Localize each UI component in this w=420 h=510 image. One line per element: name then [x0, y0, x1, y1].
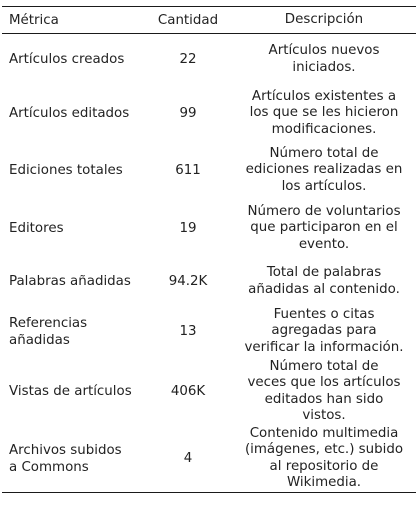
description-line: Número total de: [269, 358, 379, 374]
cell-description: Número de voluntarios que participaron en…: [232, 200, 416, 258]
cell-metric: Vistas de artículos: [2, 358, 144, 426]
metrics-table-container: Métrica Cantidad Descripción Artículos c…: [2, 6, 416, 493]
metrics-table: Métrica Cantidad Descripción Artículos c…: [2, 6, 416, 493]
header-description: Descripción: [232, 6, 416, 34]
description-line: Número de voluntarios: [247, 203, 401, 219]
metric-line: Artículos editados: [9, 106, 130, 121]
table-row: Referencias añadidas 13 Fuentes o citas agre…: [2, 306, 416, 358]
cell-metric: Artículos editados: [2, 86, 144, 142]
description-line: ediciones realizadas en: [245, 162, 403, 178]
description-line: (imágenes, etc.) subido: [244, 442, 404, 457]
cell-quantity: 94.2K: [168, 274, 208, 289]
cell-quantity: 19: [179, 221, 197, 236]
cell-description: Número total de ediciones realizadas en lo…: [232, 142, 416, 200]
table-row: Editores 19 Número de voluntarios que parti…: [2, 200, 416, 258]
description-line: iniciados.: [292, 59, 356, 75]
description-line: vistos.: [302, 408, 346, 423]
description-line: veces que los artículos: [247, 375, 401, 390]
cell-description: Total de palabras añadidas al contenido.: [232, 258, 416, 306]
header-row: Métrica Cantidad Descripción: [2, 6, 416, 34]
description-line: Total de palabras: [266, 265, 382, 280]
description-line: evento.: [298, 236, 350, 252]
description-line: Contenido multimedia: [249, 425, 399, 441]
cell-metric: Palabras añadidas: [2, 258, 144, 306]
table-body: Artículos creados 22 Artículos nuevos inici…: [2, 34, 416, 493]
metric-line: añadidas: [9, 332, 70, 348]
description-line: los artículos.: [281, 178, 367, 194]
description-line: los que se les hicieron: [249, 105, 399, 121]
cell-quantity: 611: [175, 163, 201, 178]
table-row: Archivos subidos a Commons 4 Contenido mult…: [2, 425, 416, 493]
table-header: Métrica Cantidad Descripción: [2, 6, 416, 34]
cell-metric: Ediciones totales: [2, 142, 144, 200]
table-row: Artículos creados 22 Artículos nuevos inici…: [2, 34, 416, 86]
cell-metric: Artículos creados: [2, 34, 144, 86]
cell-metric: Archivos subidos a Commons: [2, 425, 144, 493]
description-line: Número total de: [269, 145, 379, 161]
cell-quantity: 13: [179, 324, 197, 339]
metric-line: Archivos subidos: [9, 442, 122, 458]
cell-description: Artículos nuevos iniciados.: [232, 34, 416, 86]
description-line: que participaron en el: [250, 220, 398, 236]
description-line: Fuentes o citas: [273, 306, 375, 322]
table-row: Artículos editados 99 Artículos existentes…: [2, 86, 416, 142]
metric-line: Referencias: [9, 315, 88, 331]
header-quantity: Cantidad: [144, 6, 232, 34]
description-line: editados han sido: [264, 391, 384, 407]
metric-line: a Commons: [9, 459, 89, 475]
metric-line: Palabras añadidas: [9, 274, 131, 289]
metric-line: Ediciones totales: [9, 163, 123, 178]
cell-metric: Editores: [2, 200, 144, 258]
cell-metric: Referencias añadidas: [2, 306, 144, 358]
description-line: Wikimedia.: [286, 475, 362, 490]
metric-line: Artículos creados: [9, 52, 125, 68]
cell-quantity: 99: [179, 106, 197, 121]
metric-line: Editores: [9, 221, 64, 236]
description-line: añadidas al contenido.: [248, 281, 400, 297]
description-line: Artículos nuevos: [268, 43, 380, 59]
cell-description: Fuentes o citas agregadas para verificar l…: [232, 306, 416, 358]
metric-line: Vistas de artículos: [9, 384, 132, 399]
cell-description: Número total de veces que los artículos ed…: [232, 358, 416, 426]
description-line: Artículos existentes a: [251, 88, 397, 104]
cell-description: Contenido multimedia (imágenes, etc.) sub…: [232, 425, 416, 493]
description-line: verificar la información.: [244, 339, 404, 355]
description-line: modificaciones.: [271, 121, 377, 137]
cell-description: Artículos existentes a los que se les hic…: [232, 86, 416, 142]
description-line: al repositorio de: [269, 458, 379, 474]
description-line: agregadas para: [271, 323, 377, 339]
table-row: Vistas de artículos 406K Número total de ve…: [2, 358, 416, 426]
table-row: Palabras añadidas 94.2K Total de palabras a…: [2, 258, 416, 306]
header-metric: Métrica: [2, 6, 144, 34]
cell-quantity: 22: [179, 52, 197, 68]
cell-quantity: 4: [144, 425, 232, 493]
table-row: Ediciones totales 611 Número total de edici…: [2, 142, 416, 200]
cell-quantity: 406K: [170, 384, 206, 399]
